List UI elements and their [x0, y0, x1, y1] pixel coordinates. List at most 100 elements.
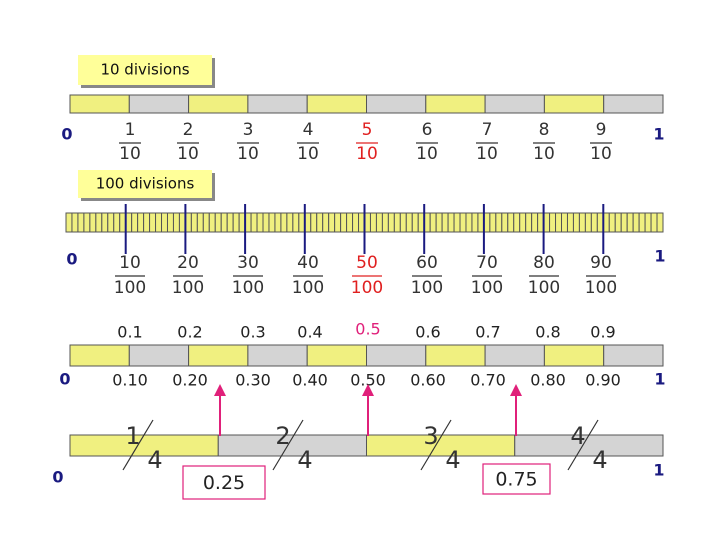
numerator: 3	[423, 422, 438, 450]
bar-segment	[603, 344, 664, 367]
bar-segment	[614, 212, 622, 233]
bar-segment	[644, 212, 652, 233]
bar-segment	[405, 212, 413, 233]
denominator: 4	[147, 446, 162, 474]
start-label: 0	[52, 468, 63, 487]
bar-segment	[69, 434, 219, 457]
decimal-label: 0.8	[535, 323, 560, 342]
bar-segment	[352, 212, 360, 233]
end-label: 1	[653, 461, 664, 480]
bar-segment	[484, 94, 545, 114]
bar-segment	[65, 212, 73, 233]
denominator: 10	[356, 144, 378, 164]
bar-segment	[566, 212, 574, 233]
bar-segment	[306, 344, 368, 367]
numerator: 1	[125, 120, 136, 140]
end-label: 1	[653, 125, 664, 144]
denominator: 100	[114, 278, 146, 298]
denominator: 10	[533, 144, 555, 164]
bar-segment	[89, 212, 97, 233]
bar-segment	[346, 212, 354, 233]
bar-segment	[543, 344, 605, 367]
label: 10 divisions	[100, 61, 189, 79]
bar-segment	[425, 94, 486, 114]
decimal-label: 0.80	[530, 371, 566, 390]
decimal-label: 0.3	[240, 323, 265, 342]
bar-segment	[366, 94, 427, 114]
decimal-label: 0.20	[172, 371, 208, 390]
bar-segment	[268, 212, 276, 233]
bar-segment	[375, 212, 383, 233]
bar-segment	[471, 212, 479, 233]
bar-segment	[310, 212, 318, 233]
bar-segment	[584, 212, 592, 233]
start-label: 0	[59, 370, 70, 389]
numerator: 80	[533, 253, 555, 273]
bar-segment	[447, 212, 455, 233]
numerator: 90	[590, 253, 612, 273]
numerator: 2	[275, 422, 290, 450]
bar-segment	[131, 212, 139, 233]
denominator: 100	[585, 278, 617, 298]
bar-segment	[128, 344, 190, 367]
bar-segment	[393, 212, 401, 233]
bar-segment	[306, 94, 368, 114]
decimal-label: 0.50	[350, 371, 386, 390]
bar-segment	[425, 344, 486, 367]
bar-segment	[632, 212, 640, 233]
numerator: 30	[237, 253, 259, 273]
bar-segment	[381, 212, 389, 233]
bar-segment	[429, 212, 437, 233]
numerator: 3	[243, 120, 254, 140]
denominator: 10	[590, 144, 612, 164]
bar-segment	[69, 344, 130, 367]
bar-segment	[626, 212, 634, 233]
callout: 0.25	[203, 472, 245, 494]
bar-segment	[101, 212, 109, 233]
denominator: 100	[232, 278, 264, 298]
bar-segment	[608, 212, 616, 233]
numerator: 60	[416, 253, 438, 273]
decimal-label: 0.6	[415, 323, 440, 342]
numerator: 4	[570, 422, 585, 450]
bar-segment	[232, 212, 240, 233]
bar-segment	[69, 94, 130, 114]
bar-segment	[603, 94, 664, 114]
bar-segment	[137, 212, 145, 233]
numerator: 4	[303, 120, 314, 140]
bar-segment	[166, 212, 174, 233]
numerator: 70	[476, 253, 498, 273]
bar-segment	[519, 212, 527, 233]
bar-segment	[514, 434, 664, 457]
denominator: 100	[528, 278, 560, 298]
bar-segment	[620, 212, 628, 233]
denominator: 100	[471, 278, 503, 298]
bar-segment	[274, 212, 282, 233]
denominator: 100	[292, 278, 324, 298]
bar-segment	[555, 212, 563, 233]
bar-segment	[549, 212, 557, 233]
bar-segment	[387, 212, 395, 233]
denominator: 100	[411, 278, 443, 298]
bar-segment	[188, 94, 249, 114]
numerator: 6	[422, 120, 433, 140]
bar-segment	[578, 212, 586, 233]
bar-segment	[334, 212, 342, 233]
bar-segment	[128, 94, 190, 114]
numerator: 50	[356, 253, 378, 273]
bar-segment	[489, 212, 497, 233]
label: 100 divisions	[96, 175, 195, 193]
bar-segment	[435, 212, 443, 233]
bar-segment	[561, 212, 568, 233]
bar-segment	[286, 212, 294, 233]
bar-segment	[149, 212, 157, 233]
bar-segment	[226, 212, 234, 233]
label-box	[78, 170, 212, 198]
bar-segment	[83, 212, 91, 233]
start-label: 0	[66, 250, 77, 269]
decimal-label: 0.2	[177, 323, 202, 342]
decimal-label: 0.1	[117, 323, 142, 342]
denominator: 10	[237, 144, 259, 164]
bar-segment	[495, 212, 503, 233]
decimal-label: 0.5	[355, 320, 380, 339]
